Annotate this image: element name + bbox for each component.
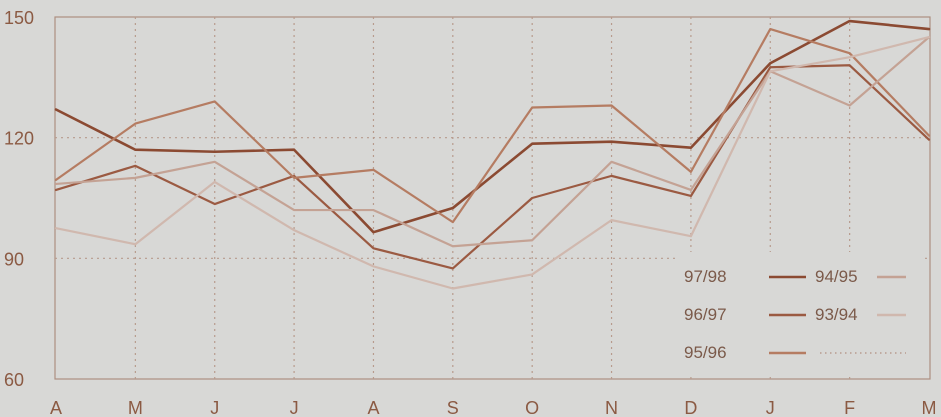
series-line-3 — [54, 36, 931, 248]
x-tick-label-6: O — [525, 398, 539, 417]
x-tick-label-5: S — [447, 398, 459, 417]
series-line-0 — [54, 19, 931, 234]
x-tick-label-10: F — [844, 398, 855, 417]
series-line-2 — [54, 27, 931, 224]
x-tick-label-2: J — [210, 398, 219, 417]
series-layer — [54, 19, 931, 290]
legend-layer: 97/98 94/95 96/97 93/94 95/96 — [678, 252, 923, 376]
axis-layer: 150 120 90 60 A M J J A S O N D J F M — [4, 8, 937, 417]
legend-label-0: 97/98 — [684, 267, 727, 286]
x-tick-label-7: N — [605, 398, 618, 417]
x-tick-label-3: J — [290, 398, 299, 417]
x-tick-label-8: D — [684, 398, 697, 417]
x-tick-label-1: M — [128, 398, 143, 417]
x-tick-label-0: A — [50, 398, 62, 417]
series-line-4 — [54, 36, 931, 290]
series-line-1 — [54, 64, 931, 270]
x-tick-label-4: A — [367, 398, 379, 417]
y-tick-label-0: 150 — [4, 8, 34, 28]
y-tick-label-1: 120 — [4, 129, 34, 149]
legend-label-2: 96/97 — [684, 305, 727, 324]
legend-label-1: 94/95 — [815, 267, 858, 286]
legend-label-3: 93/94 — [815, 305, 858, 324]
plot-border — [54, 16, 931, 380]
x-tick-label-9: J — [766, 398, 775, 417]
y-tick-label-2: 90 — [4, 249, 24, 269]
x-tick-label-11: M — [922, 398, 937, 417]
legend-label-4: 95/96 — [684, 343, 727, 362]
y-tick-label-3: 60 — [4, 370, 24, 390]
